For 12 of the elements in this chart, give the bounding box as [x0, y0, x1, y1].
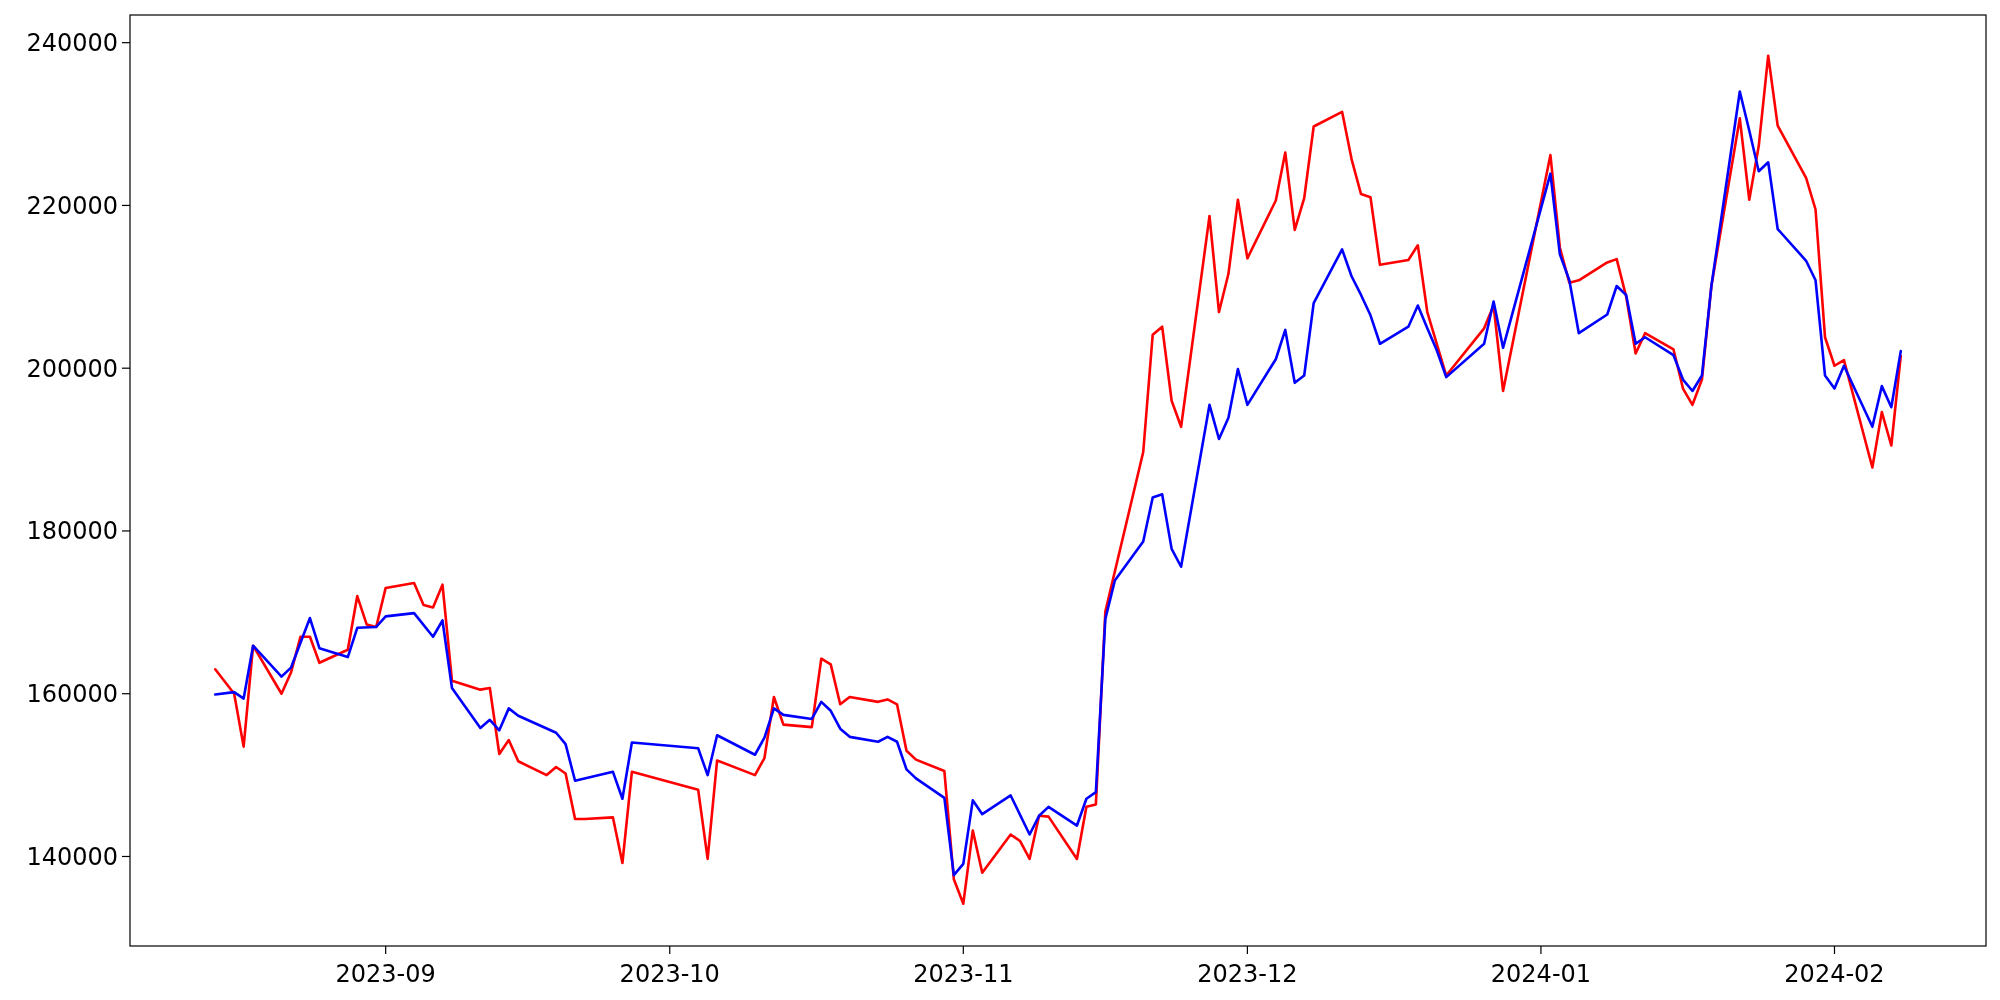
x-tick-label: 2023-09: [335, 960, 436, 988]
x-tick-label: 2023-12: [1197, 960, 1298, 988]
y-tick-label: 220000: [26, 191, 118, 220]
x-tick-label: 2024-02: [1784, 960, 1885, 988]
y-tick-label: 160000: [26, 680, 118, 709]
y-tick-label: 200000: [26, 354, 118, 383]
y-tick-label: 240000: [26, 29, 118, 58]
x-tick-label: 2023-10: [619, 960, 720, 988]
x-tick-label: 2024-01: [1490, 960, 1592, 988]
y-tick-label: 140000: [26, 842, 118, 871]
y-tick-label: 180000: [26, 517, 118, 546]
x-tick-label: 2023-11: [913, 960, 1014, 988]
